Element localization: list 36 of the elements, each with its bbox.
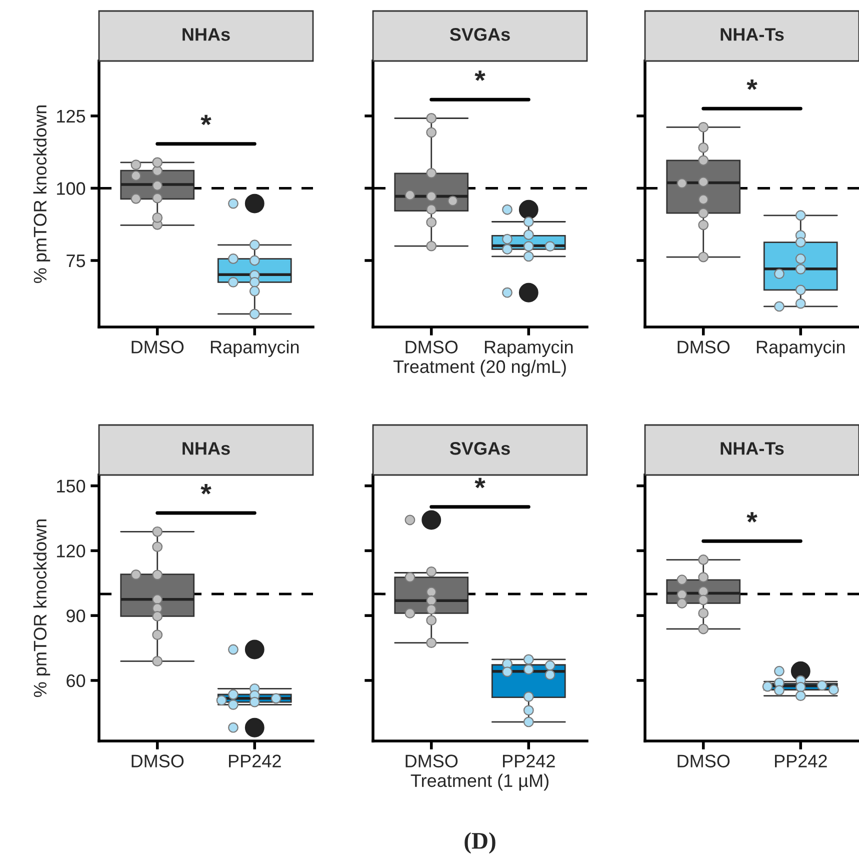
y-tick-label: 150 <box>57 480 86 493</box>
annotation: * <box>474 70 486 81</box>
y-tick-label: 100 <box>57 182 86 195</box>
annotation: * <box>200 114 212 126</box>
y-tick-label: 75 <box>66 254 86 268</box>
y-tick-label: 125 <box>57 110 86 123</box>
annotation: * <box>200 484 212 494</box>
x-tick-label: Rapamycin <box>210 340 299 358</box>
x-axis-title: Treatment (1 µM) <box>410 774 548 791</box>
chart-title: NHAs <box>182 442 230 455</box>
x-axis-title: Treatment (20 ng/mL) <box>393 360 566 377</box>
annotation: * <box>746 80 758 90</box>
x-tick-label: DMSO <box>406 754 458 768</box>
chart-title: NHA-Ts <box>720 28 784 41</box>
x-tick-label: DMSO <box>678 340 730 354</box>
x-tick-label: DMSO <box>406 340 458 354</box>
x-tick-label: DMSO <box>132 754 184 768</box>
chart-title: NHAs <box>182 28 230 41</box>
y-tick-label: 120 <box>57 544 86 558</box>
annotation: * <box>746 512 758 522</box>
x-tick-label: Rapamycin <box>484 340 573 358</box>
annotation: * <box>474 478 486 488</box>
text: (D) <box>464 832 496 854</box>
x-tick-label: DMSO <box>678 754 730 768</box>
x-tick-label: DMSO <box>132 340 184 354</box>
x-tick-label: PP242 <box>503 754 555 768</box>
x-tick-label: Rapamycin <box>756 340 845 358</box>
x-tick-label: PP242 <box>229 754 281 768</box>
chart-title: SVGAs <box>450 28 510 41</box>
y-tick-label: 90 <box>66 610 86 622</box>
chart-title: SVGAs <box>450 442 510 455</box>
y-tick-label: 60 <box>66 674 86 688</box>
y-axis-title: % pmTOR knockdown <box>33 520 50 697</box>
y-axis-title: % pmTOR knockdown <box>33 106 50 283</box>
x-tick-label: PP242 <box>775 754 827 768</box>
chart-title: NHA-Ts <box>720 442 784 455</box>
